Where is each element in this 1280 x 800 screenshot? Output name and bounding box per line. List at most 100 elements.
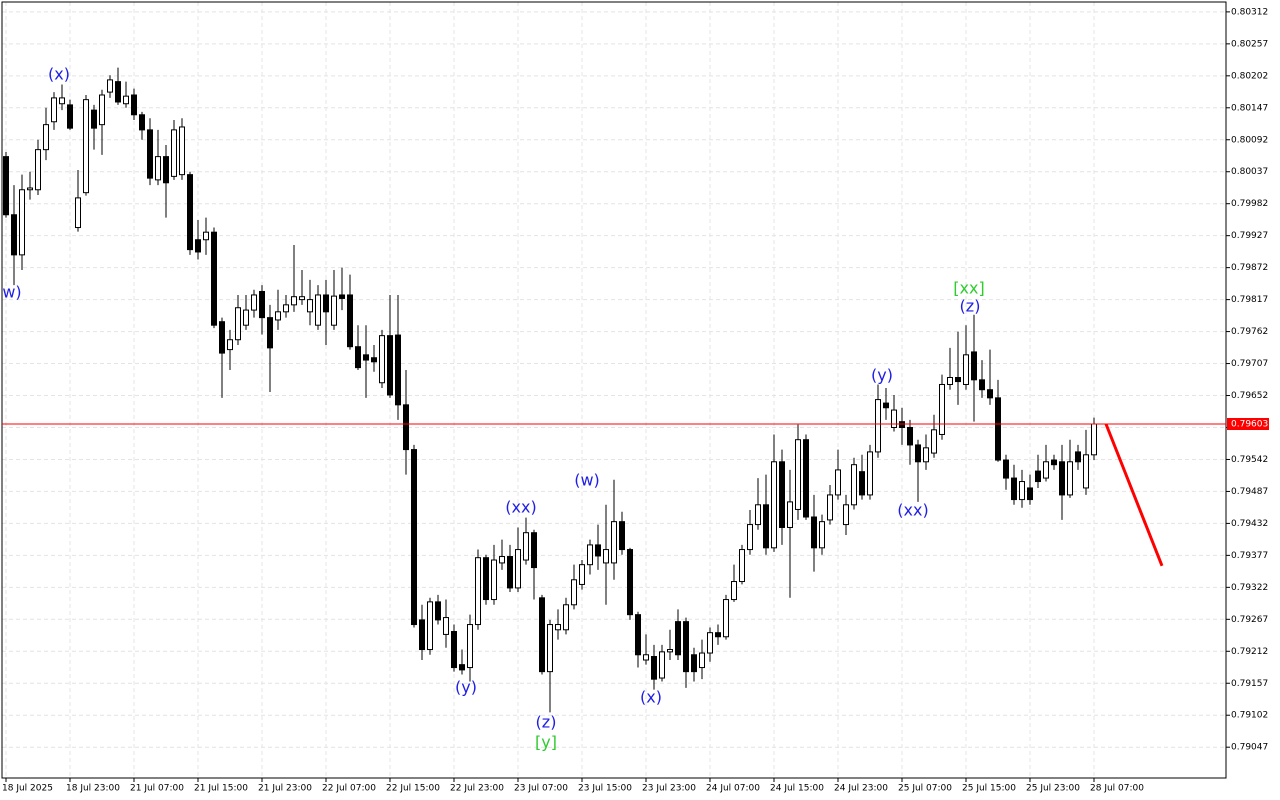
x-tick-label: 21 Jul 07:00 xyxy=(130,784,184,794)
y-tick-label: 0.79487 xyxy=(1231,487,1268,497)
candle-body xyxy=(987,389,993,399)
price-label-box xyxy=(1227,418,1269,431)
candle-body xyxy=(827,494,833,521)
candle-body xyxy=(595,544,601,557)
candle-body xyxy=(611,521,617,564)
candle-body xyxy=(1091,423,1097,456)
y-tick-label: 0.79047 xyxy=(1231,743,1268,753)
candle-body xyxy=(67,104,73,129)
candle-body xyxy=(907,426,913,446)
wave-label: (w) xyxy=(574,471,600,490)
candle-body xyxy=(979,379,985,391)
candle-body xyxy=(755,504,761,526)
candle-body xyxy=(251,294,257,311)
candle-body xyxy=(1035,470,1041,483)
candle-body xyxy=(899,421,905,428)
candle-body xyxy=(1067,461,1073,496)
candle-body xyxy=(491,559,497,601)
candle-body xyxy=(91,109,97,129)
candle-body xyxy=(403,404,409,451)
candle-body xyxy=(131,94,137,116)
wave-label: (x) xyxy=(48,65,70,84)
candle-body xyxy=(635,614,641,656)
candle-body xyxy=(419,619,425,651)
candle-body xyxy=(811,516,817,549)
y-tick-label: 0.80037 xyxy=(1231,167,1268,177)
y-tick-label: 0.79322 xyxy=(1231,583,1268,593)
candle-body xyxy=(275,311,281,321)
y-tick-label: 0.79872 xyxy=(1231,263,1268,273)
candle-body xyxy=(27,187,33,191)
candle-body xyxy=(651,656,657,680)
candle-body xyxy=(59,97,65,105)
x-tick-label: 23 Jul 07:00 xyxy=(514,784,568,794)
candle-body xyxy=(227,339,233,351)
candle-body xyxy=(587,544,593,566)
candle-body xyxy=(699,652,705,669)
x-tick-label: 24 Jul 23:00 xyxy=(834,784,888,794)
candle-body xyxy=(235,307,241,341)
candle-body xyxy=(1027,487,1033,501)
candle-body xyxy=(299,296,305,301)
candle-body xyxy=(107,79,113,93)
candle-body xyxy=(283,304,289,313)
x-tick-label: 25 Jul 23:00 xyxy=(1026,784,1080,794)
wave-label: (z) xyxy=(960,297,981,316)
candle-body xyxy=(347,294,353,348)
y-tick-label: 0.80092 xyxy=(1231,135,1268,145)
y-tick-label: 0.79377 xyxy=(1231,551,1268,561)
y-tick-label: 0.79762 xyxy=(1231,327,1268,337)
y-tick-label: 0.80147 xyxy=(1231,103,1268,113)
wave-label: (y) xyxy=(871,366,893,385)
y-tick-label: 0.79212 xyxy=(1231,647,1268,657)
candle-body xyxy=(659,651,665,679)
candle-body xyxy=(315,294,321,326)
candle-body xyxy=(555,624,561,631)
y-tick-label: 0.79157 xyxy=(1231,679,1268,689)
candle-body xyxy=(51,97,57,123)
candle-body xyxy=(739,549,745,583)
wave-label: [xx] xyxy=(953,279,984,298)
candle-body xyxy=(523,532,529,561)
candle-body xyxy=(963,354,969,385)
candle-body xyxy=(371,357,377,363)
candle-body xyxy=(179,126,185,176)
candle-body xyxy=(763,504,769,549)
x-tick-label: 24 Jul 15:00 xyxy=(770,784,824,794)
candle-body xyxy=(115,81,121,103)
candle-body xyxy=(331,295,337,326)
candle-body xyxy=(539,597,545,673)
candle-body xyxy=(531,532,537,569)
candle-body xyxy=(99,94,105,126)
candle-body xyxy=(723,599,729,638)
y-tick-label: 0.79432 xyxy=(1231,519,1268,529)
wave-label: [y] xyxy=(535,733,557,752)
candle-body xyxy=(955,377,961,383)
candle-body xyxy=(339,294,345,299)
candle-body xyxy=(1003,459,1009,479)
candle-body xyxy=(947,377,953,385)
candle-body xyxy=(83,99,89,194)
candle-body xyxy=(619,521,625,551)
y-tick-label: 0.79817 xyxy=(1231,295,1268,305)
plot-frame xyxy=(1,1,1227,779)
candle-body xyxy=(467,624,473,669)
price-label: 0.79603 xyxy=(1231,420,1268,430)
x-tick-label: 21 Jul 15:00 xyxy=(194,784,248,794)
candle-body xyxy=(883,402,889,409)
candle-body xyxy=(451,631,457,669)
candle-body xyxy=(11,214,17,256)
candle-body xyxy=(875,399,881,453)
candle-body xyxy=(571,579,577,606)
y-tick-label: 0.80202 xyxy=(1231,71,1268,81)
candle-body xyxy=(139,114,145,131)
candle-body xyxy=(219,321,225,354)
candle-body xyxy=(771,461,777,549)
forecast-line xyxy=(1104,423,1164,567)
candle-body xyxy=(579,564,585,585)
y-tick-label: 0.79102 xyxy=(1231,711,1268,721)
candle-body xyxy=(435,601,441,621)
candle-body xyxy=(459,664,465,671)
candle-body xyxy=(243,309,249,326)
